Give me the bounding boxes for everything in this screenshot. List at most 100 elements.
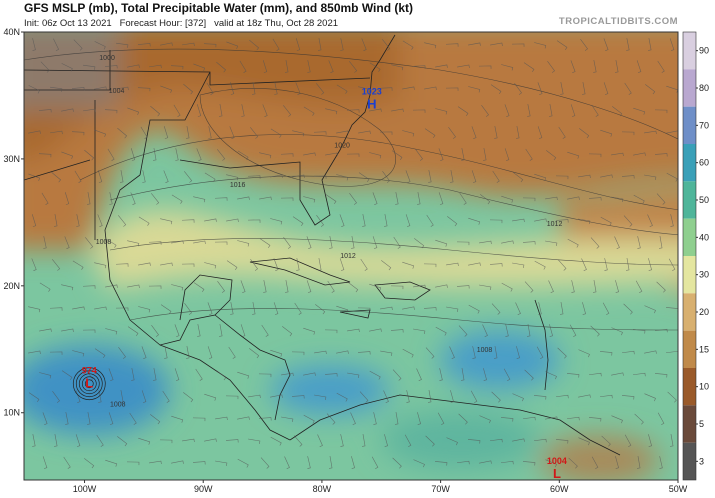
wind-barb xyxy=(449,346,455,359)
wind-barb xyxy=(395,192,399,205)
lat-label: 30N xyxy=(3,154,20,164)
wind-barb xyxy=(258,417,272,421)
wind-barb xyxy=(560,82,564,95)
low-ring xyxy=(78,373,100,395)
wind-barb xyxy=(513,172,524,183)
wind-barb xyxy=(360,258,368,271)
wind-barb xyxy=(94,306,107,310)
wind-barb xyxy=(482,324,488,337)
wind-barb xyxy=(623,215,633,227)
wind-barb xyxy=(369,283,382,291)
wind-barb xyxy=(599,351,613,356)
wind-barb xyxy=(391,64,404,71)
wind-barb xyxy=(468,42,481,46)
wind-barb xyxy=(325,108,338,115)
wind-barb xyxy=(534,260,546,270)
wind-barb xyxy=(611,415,623,424)
wind-barb xyxy=(285,280,289,293)
wind-barb xyxy=(274,82,278,95)
wind-barb xyxy=(437,412,445,425)
wind-barb xyxy=(250,127,259,139)
wind-barb xyxy=(417,412,421,425)
wind-barb xyxy=(340,38,344,51)
wind-barb xyxy=(336,84,348,94)
wind-barb xyxy=(215,460,228,467)
wind-barb xyxy=(214,241,228,245)
wind-barb xyxy=(160,304,172,315)
isobar-label: 1020 xyxy=(334,142,350,149)
low-ring xyxy=(72,367,106,401)
wind-barb xyxy=(192,417,206,422)
wind-barb xyxy=(479,460,492,464)
wind-barb xyxy=(412,109,426,113)
wind-barb xyxy=(294,302,302,315)
wind-barb xyxy=(644,305,656,314)
wind-barb xyxy=(104,109,118,114)
wind-barb xyxy=(105,328,118,335)
wind-barb xyxy=(336,174,349,181)
wind-barb xyxy=(84,149,95,161)
wind-barb xyxy=(655,328,668,333)
wind-barb xyxy=(601,435,611,447)
wind-barb xyxy=(615,456,619,469)
wind-barb xyxy=(117,127,128,139)
center-value: 1023 xyxy=(362,87,382,97)
wind-barb xyxy=(150,105,161,117)
low-ring xyxy=(75,370,103,398)
wind-barb xyxy=(142,170,146,183)
wind-barb xyxy=(494,346,498,359)
wind-barb xyxy=(313,131,327,135)
wind-barb xyxy=(537,126,543,139)
wind-barb xyxy=(611,196,624,203)
wind-barb xyxy=(611,152,624,157)
wind-barb xyxy=(621,175,635,179)
wind-barb xyxy=(186,346,190,359)
wind-barb xyxy=(545,240,558,247)
wind-barb xyxy=(514,82,522,95)
wind-barb xyxy=(373,412,377,425)
wind-barb xyxy=(259,152,272,159)
wind-barb xyxy=(270,436,282,446)
wind-barb xyxy=(578,394,591,398)
wind-barb xyxy=(527,104,531,117)
wind-barb xyxy=(181,219,195,223)
wind-barb xyxy=(204,218,217,222)
wind-barb xyxy=(670,214,674,227)
wind-barb xyxy=(140,126,148,139)
wind-barb xyxy=(633,194,645,204)
wind-barb xyxy=(120,390,124,403)
wind-barb xyxy=(512,262,525,269)
isobar-label: 1000 xyxy=(99,55,115,62)
wind-barb xyxy=(382,170,390,183)
wind-barb xyxy=(118,215,127,227)
colorbar-label: 5 xyxy=(699,419,704,429)
wind-barb xyxy=(42,456,48,469)
wind-barb xyxy=(50,86,63,92)
wind-barb xyxy=(64,192,70,205)
wind-barb xyxy=(195,368,203,381)
wind-barb xyxy=(127,326,139,337)
wind-barb xyxy=(371,456,379,469)
wind-barb xyxy=(414,238,425,249)
wind-barb xyxy=(438,192,444,205)
wind-barb xyxy=(458,413,468,425)
wind-barb xyxy=(557,347,567,359)
lon-label: 80W xyxy=(313,484,332,493)
wind-barb xyxy=(230,302,234,315)
wind-barb xyxy=(182,42,195,47)
wind-barb xyxy=(270,218,283,225)
wind-barb xyxy=(216,370,227,381)
colorbar-label: 60 xyxy=(699,158,709,168)
wind-barb xyxy=(324,373,338,377)
wind-barb xyxy=(116,42,129,48)
wind-barb xyxy=(39,372,52,379)
wind-barb xyxy=(248,438,261,445)
wind-barb xyxy=(545,416,558,420)
wind-barb xyxy=(504,104,510,117)
wind-barb xyxy=(569,324,577,337)
wind-barb xyxy=(105,459,118,467)
wind-barb xyxy=(61,328,74,332)
lon-label: 50W xyxy=(669,484,688,493)
wind-barb xyxy=(38,109,52,113)
wind-barb xyxy=(636,60,642,73)
